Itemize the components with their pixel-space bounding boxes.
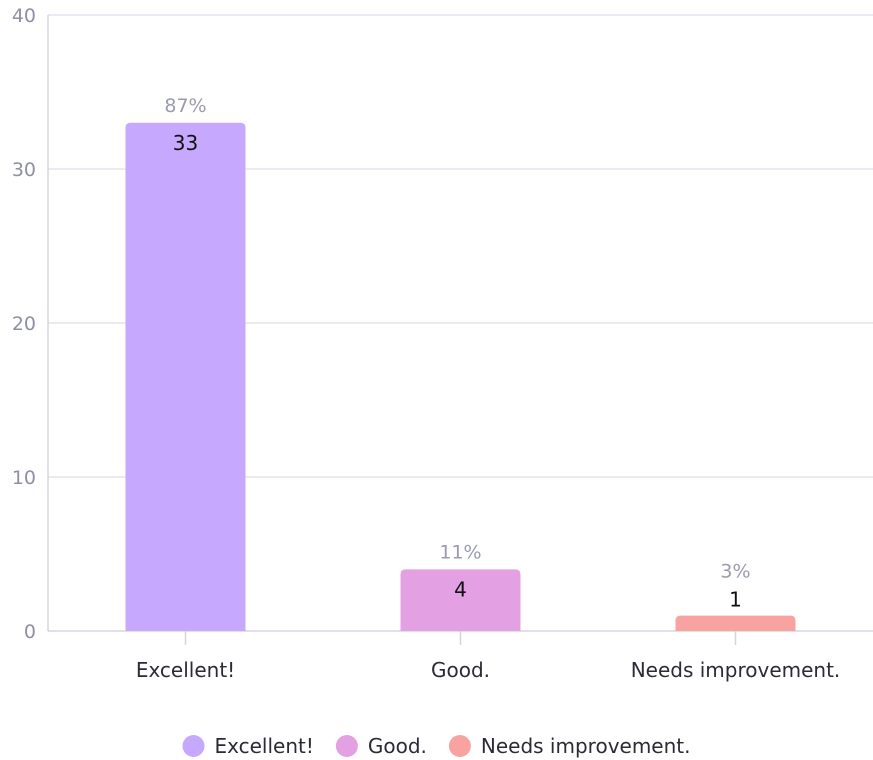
data-labels: 87% 33 11% 4 3% 1 [164,95,750,612]
percent-label-1: 11% [439,541,481,563]
percent-label-2: 3% [720,561,750,583]
bar-0 [125,122,246,632]
x-axis-ticks: Excellent! Good. Needs improvement. [136,658,840,682]
percent-label-0: 87% [164,95,206,117]
value-label-1: 4 [454,577,467,601]
y-tick-label-40: 40 [12,5,36,27]
bar-1 [400,569,521,631]
y-tick-label-0: 0 [24,621,36,643]
legend-swatch-1 [335,735,358,757]
bars [125,122,796,632]
legend-label-2: Needs improvement. [481,734,691,758]
y-tick-label-10: 10 [12,467,36,489]
value-label-0: 33 [173,131,198,155]
legend-label-1: Good. [368,734,427,758]
x-tick-label-2: Needs improvement. [631,658,841,682]
value-label-2: 1 [729,588,742,612]
y-axis-ticks: 0 10 20 30 40 [12,5,36,643]
legend-label-0: Excellent! [214,734,313,758]
legend-swatch-2 [448,735,471,757]
bar-2 [675,615,796,631]
legend-swatch-0 [182,735,205,757]
x-tick-label-0: Excellent! [136,658,235,682]
legend: Excellent! Good. Needs improvement. [182,734,691,758]
y-tick-label-20: 20 [12,313,36,335]
x-tick-label-1: Good. [431,658,490,682]
y-tick-label-30: 30 [12,159,36,181]
